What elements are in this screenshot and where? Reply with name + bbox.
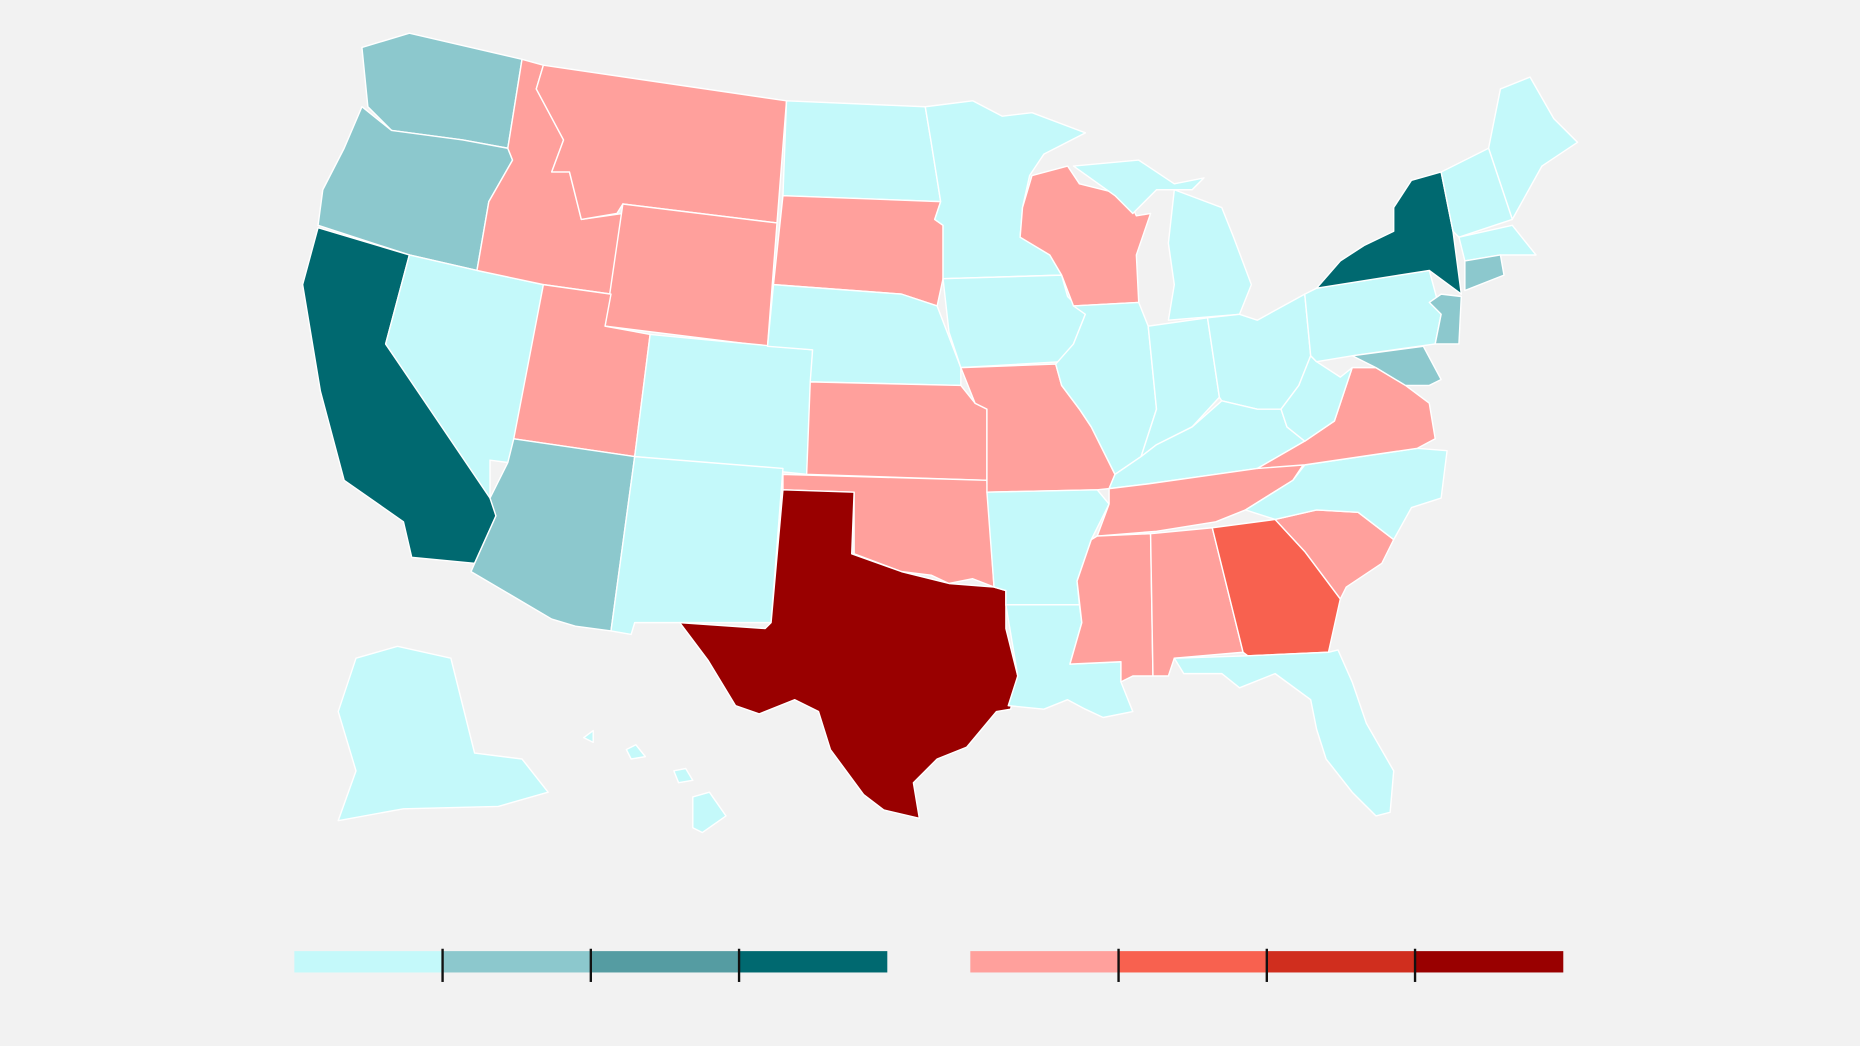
legend-swatch	[442, 951, 591, 973]
region	[337, 645, 549, 822]
region	[604, 203, 778, 348]
legend-swatch	[1266, 951, 1416, 973]
region	[1280, 355, 1353, 442]
region	[1244, 447, 1448, 541]
region	[633, 333, 814, 476]
legend-swatch	[970, 951, 1119, 973]
region	[692, 791, 727, 834]
region	[805, 381, 988, 482]
region	[1351, 345, 1442, 387]
region	[782, 100, 942, 203]
legend-swatch	[739, 951, 888, 973]
region	[625, 744, 647, 760]
legend-swatch	[590, 951, 740, 973]
region	[582, 729, 594, 744]
region	[1019, 165, 1152, 307]
region	[1315, 171, 1463, 295]
region	[673, 767, 694, 784]
region	[1173, 649, 1395, 817]
region	[1428, 293, 1463, 345]
legend	[294, 948, 1564, 982]
region	[1072, 159, 1205, 215]
legend-swatch	[1118, 951, 1267, 973]
legend-swatch	[294, 951, 443, 973]
region	[1487, 76, 1579, 221]
region	[1458, 224, 1537, 262]
region	[1440, 147, 1514, 238]
region	[535, 64, 788, 224]
region	[1464, 254, 1505, 292]
region	[679, 489, 1019, 820]
region	[610, 455, 784, 636]
legend-swatch	[1415, 951, 1564, 973]
regions	[301, 32, 1579, 834]
